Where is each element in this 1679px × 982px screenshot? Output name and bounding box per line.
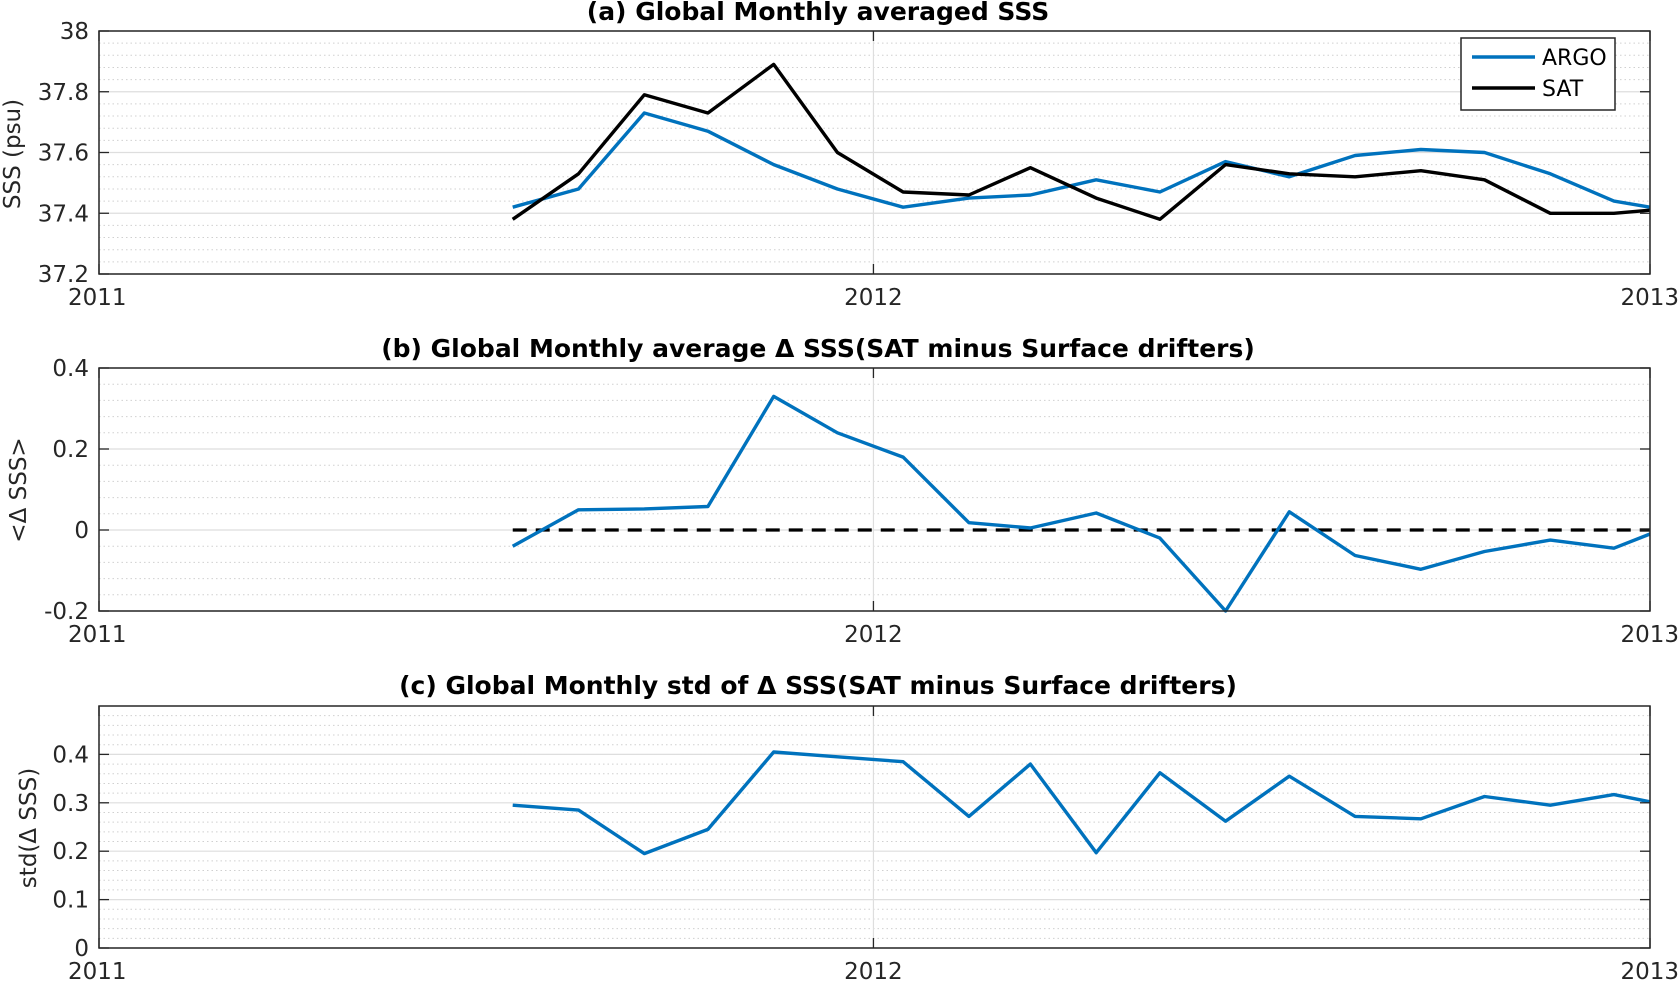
panel-c-y-tick-label: 0.2 — [52, 839, 89, 865]
panel-b-y-tick-label: 0 — [74, 518, 89, 544]
panel-b-series-0-line — [511, 394, 1651, 613]
legend-box — [1460, 37, 1616, 111]
panel-b-y-tick-label: -0.2 — [44, 599, 89, 625]
panel-c-y-tick-label: 0.1 — [52, 888, 89, 914]
panel-b-x-tick-label: 2013 — [1620, 622, 1679, 648]
panel-a-grid — [98, 30, 1651, 275]
panel-a-y-tick-label: 37.6 — [38, 141, 89, 167]
panel-b: (b) Global Monthly average Δ SSS(SAT min… — [6, 334, 1679, 648]
panel-b-y-axis-label: <Δ SSS> — [6, 437, 32, 542]
panel-c-y-tick-label: 0.4 — [52, 742, 89, 768]
panel-c-y-tick-label: 0 — [74, 936, 89, 962]
panel-c-axes — [98, 705, 1651, 949]
panel-b-y-tick-label: 0.2 — [52, 437, 89, 463]
panel-c-axes-box — [98, 705, 1651, 949]
legend-argo-label: ARGO — [1542, 46, 1607, 71]
panel-a-argo-line — [512, 111, 1651, 209]
panel-a-ticks: 37.2 37.4 37.6 37.8 38 2011 2012 2013 — [38, 19, 1679, 311]
panel-c-x-tick-label: 2013 — [1620, 959, 1679, 982]
panel-c-x-tick-label: 2011 — [68, 959, 127, 982]
panel-a-x-tick-label: 2011 — [68, 285, 127, 311]
legend-sat-label: SAT — [1542, 77, 1584, 102]
panel-b-axes — [98, 367, 1651, 612]
panel-b-x-tick-label: 2011 — [68, 622, 127, 648]
panel-a-y-tick-label: 38 — [60, 19, 89, 45]
panel-b-axes-box — [98, 367, 1651, 612]
panel-b-y-tick-label: 0.4 — [52, 356, 89, 382]
panel-c-ticks: 0 0.1 0.2 0.3 0.4 2011 2012 2013 — [52, 706, 1679, 982]
panel-c-series-group — [512, 750, 1651, 856]
panel-a-y-axis-label: SSS (psu) — [0, 99, 26, 209]
panel-a-x-tick-label: 2012 — [844, 285, 903, 311]
panel-a-x-tick-label: 2013 — [1620, 285, 1679, 311]
panel-b-title: (b) Global Monthly average Δ SSS(SAT min… — [381, 334, 1255, 363]
panel-c-y-tick-label: 0.3 — [52, 791, 89, 817]
panel-a-y-tick-label: 37.8 — [38, 80, 89, 106]
panel-b-x-tick-label: 2012 — [844, 622, 903, 648]
panel-b-ticks: -0.2 0 0.2 0.4 2011 2012 2013 — [44, 356, 1679, 648]
panel-b-series-group — [511, 394, 1651, 613]
panel-c-title: (c) Global Monthly std of Δ SSS(SAT minu… — [399, 671, 1237, 700]
panel-c: (c) Global Monthly std of Δ SSS(SAT minu… — [16, 671, 1679, 982]
panel-c-series-0-line — [512, 750, 1651, 856]
legend: ARGO SAT — [1460, 37, 1616, 111]
panel-c-y-axis-label: std(Δ SSS) — [16, 768, 42, 888]
panel-a-title: (a) Global Monthly averaged SSS — [587, 0, 1049, 26]
panel-a-y-tick-label: 37.2 — [38, 262, 89, 288]
panel-a-y-tick-label: 37.4 — [38, 201, 89, 227]
panel-a-series-group — [511, 62, 1651, 222]
panel-c-x-tick-label: 2012 — [844, 959, 903, 982]
panel-a: (a) Global Monthly averaged SSS SSS (psu… — [0, 0, 1679, 311]
panel-a-sat-line — [511, 62, 1651, 222]
